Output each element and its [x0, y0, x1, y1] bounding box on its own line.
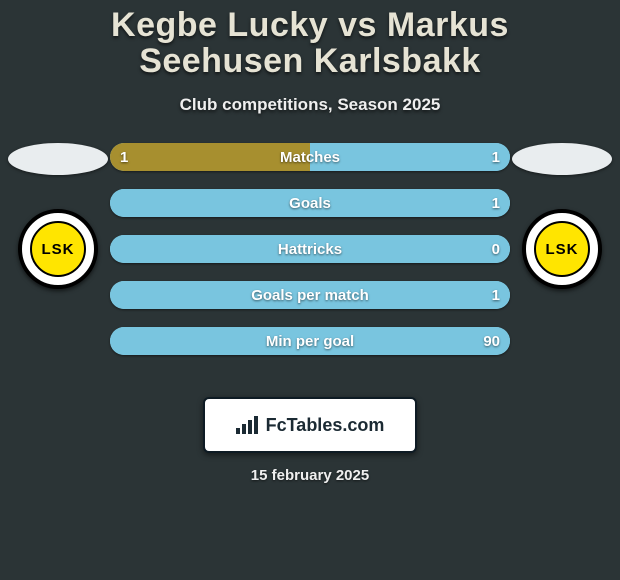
subtitle: Club competitions, Season 2025 [0, 95, 620, 115]
page-title: Kegbe Lucky vs Markus Seehusen Karlsbakk [0, 0, 620, 83]
stat-bar-right-segment [310, 143, 510, 171]
stat-bar-left-value: 1 [120, 143, 128, 171]
player-left-block: LSK [8, 143, 108, 289]
player-left-club-badge: LSK [18, 209, 98, 289]
player-right-club-badge: LSK [522, 209, 602, 289]
stat-bar: Goals per match1 [110, 281, 510, 309]
chart-icon [236, 416, 258, 434]
comparison-chart: LSK LSK Matches11Goals1Hattricks0Goals p… [0, 143, 620, 373]
player-right-club-text: LSK [534, 221, 590, 277]
stat-bar: Min per goal90 [110, 327, 510, 355]
player-right-avatar [512, 143, 612, 175]
stat-bar-right-segment [110, 189, 510, 217]
stat-bar-right-segment [110, 327, 510, 355]
stat-bar-right-value: 0 [492, 235, 500, 263]
stat-bar: Goals1 [110, 189, 510, 217]
stat-bar: Hattricks0 [110, 235, 510, 263]
branding-text: FcTables.com [266, 415, 385, 436]
stat-bar: Matches11 [110, 143, 510, 171]
stat-bar-right-segment [110, 235, 510, 263]
stat-bars: Matches11Goals1Hattricks0Goals per match… [110, 143, 510, 355]
stat-bar-right-value: 1 [492, 281, 500, 309]
branding-badge: FcTables.com [203, 397, 417, 453]
player-left-club-text: LSK [30, 221, 86, 277]
stat-bar-right-segment [110, 281, 510, 309]
generation-date: 15 february 2025 [0, 467, 620, 484]
stat-bar-left-segment [110, 143, 310, 171]
stat-bar-right-value: 1 [492, 189, 500, 217]
player-right-block: LSK [512, 143, 612, 289]
stat-bar-right-value: 1 [492, 143, 500, 171]
player-left-avatar [8, 143, 108, 175]
stat-bar-right-value: 90 [483, 327, 500, 355]
